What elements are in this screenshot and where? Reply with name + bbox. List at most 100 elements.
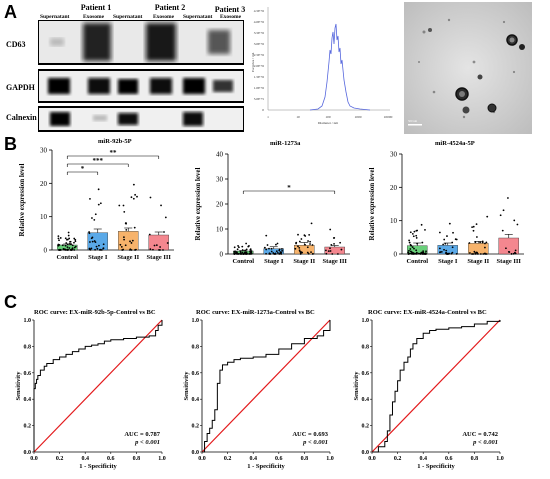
data-point	[97, 203, 100, 206]
data-point	[299, 253, 302, 255]
data-point	[474, 241, 477, 244]
reference-line	[33, 319, 163, 453]
data-point	[98, 244, 100, 247]
data-point	[268, 247, 270, 250]
data-point	[89, 198, 91, 200]
data-point	[472, 229, 475, 232]
data-point	[408, 249, 410, 252]
data-point	[516, 223, 519, 226]
data-point	[241, 245, 244, 248]
y-axis-label: Relative expression level	[194, 167, 202, 240]
significance-label: *	[287, 184, 291, 192]
data-point	[415, 234, 418, 237]
data-point	[238, 246, 240, 249]
y-tick-label: 0.2	[192, 424, 200, 430]
roc-chart-1: 0.00.0 0.2 0.2 0.4 0.4 0.6 0.6 0.8 0.8 1.0 1.0 Sens…	[15, 318, 166, 470]
nta-xtick-1: 1	[267, 115, 269, 119]
data-point	[307, 240, 309, 242]
data-point	[266, 244, 269, 246]
data-point	[153, 244, 156, 247]
x-tick-label: 0.4	[81, 456, 89, 462]
wb-protein-gapdh: GAPDH	[6, 83, 35, 92]
roc-chart-3: 0.00.0 0.2 0.2 0.4 0.4 0.6 0.6 0.8 0.8 1.0 1.0 Sens…	[353, 318, 504, 470]
nta-xtick-5: 10000	[384, 115, 393, 119]
data-point	[425, 250, 427, 253]
x-tick-label: 0.2	[394, 456, 402, 462]
data-point	[73, 249, 76, 251]
data-point	[57, 237, 60, 240]
data-point	[446, 235, 448, 237]
data-point	[303, 234, 306, 237]
reference-line	[201, 319, 331, 453]
data-point	[485, 253, 488, 255]
data-point	[236, 248, 239, 251]
data-point	[65, 242, 68, 244]
auc-label: AUC = 0.787	[124, 431, 160, 438]
data-point	[58, 239, 60, 242]
data-point	[64, 249, 67, 251]
data-point	[276, 252, 279, 254]
data-point	[472, 253, 475, 255]
data-point	[99, 249, 102, 251]
data-point	[93, 218, 96, 221]
y-tick-label: 0.0	[24, 450, 32, 456]
data-point	[297, 245, 299, 248]
data-point	[309, 240, 312, 243]
wb-lane-4: Exosome	[153, 14, 175, 20]
data-point	[250, 251, 253, 254]
panel-label-c: C	[4, 292, 17, 312]
data-point	[160, 204, 162, 207]
data-point	[481, 240, 484, 243]
bar3-title: miR-4524a-5P	[435, 140, 475, 147]
data-point	[241, 249, 244, 251]
data-point	[448, 222, 451, 225]
wb-blot-image	[38, 20, 244, 132]
data-point	[415, 237, 418, 239]
data-point	[57, 235, 60, 238]
significance-label: **	[110, 149, 118, 157]
data-point	[479, 253, 482, 255]
x-tick-label: 0.8	[301, 456, 309, 462]
data-point	[513, 219, 516, 222]
nta-xtick-3: 100	[325, 115, 331, 119]
roc-chart-2: 0.00.0 0.2 0.2 0.4 0.4 0.6 0.6 0.8 0.8 1.0 1.0 Sens…	[183, 318, 334, 470]
data-point	[120, 245, 123, 248]
data-point	[67, 234, 70, 237]
data-point	[162, 249, 164, 251]
x-tick-label: Stage II	[467, 258, 489, 265]
data-point	[475, 251, 478, 254]
data-point	[423, 253, 426, 255]
data-point	[136, 195, 138, 198]
data-point	[90, 247, 93, 250]
bar-chart-3: 0 10 20 30 Relative expression level Control S…	[368, 151, 524, 265]
data-point	[242, 253, 245, 255]
data-point	[94, 248, 97, 251]
y-tick-label: 0.4	[362, 397, 370, 403]
data-point	[91, 217, 93, 219]
data-point	[486, 215, 489, 218]
y-tick-label: 0.8	[24, 344, 32, 350]
data-point	[69, 240, 71, 243]
x-tick-label: 0.0	[198, 456, 206, 462]
wb-lane-3: Supernatant	[113, 14, 143, 20]
data-point	[340, 248, 343, 251]
data-point	[274, 253, 277, 255]
data-point	[295, 242, 297, 245]
y-tick-label: 10	[216, 226, 224, 234]
data-point	[239, 252, 241, 255]
data-point	[329, 228, 332, 231]
data-point	[307, 252, 310, 255]
data-point	[94, 213, 97, 216]
data-point	[507, 197, 509, 199]
data-point	[330, 243, 333, 246]
x-tick-label: Stage III	[147, 254, 172, 261]
data-point	[475, 236, 478, 238]
p-value-label: p < 0.001	[134, 439, 160, 446]
data-point	[485, 241, 488, 244]
data-point	[248, 252, 251, 255]
data-point	[442, 243, 445, 246]
data-point	[278, 249, 281, 252]
y-tick-label: 20	[40, 180, 48, 188]
data-point	[484, 252, 486, 255]
data-point	[273, 253, 276, 255]
